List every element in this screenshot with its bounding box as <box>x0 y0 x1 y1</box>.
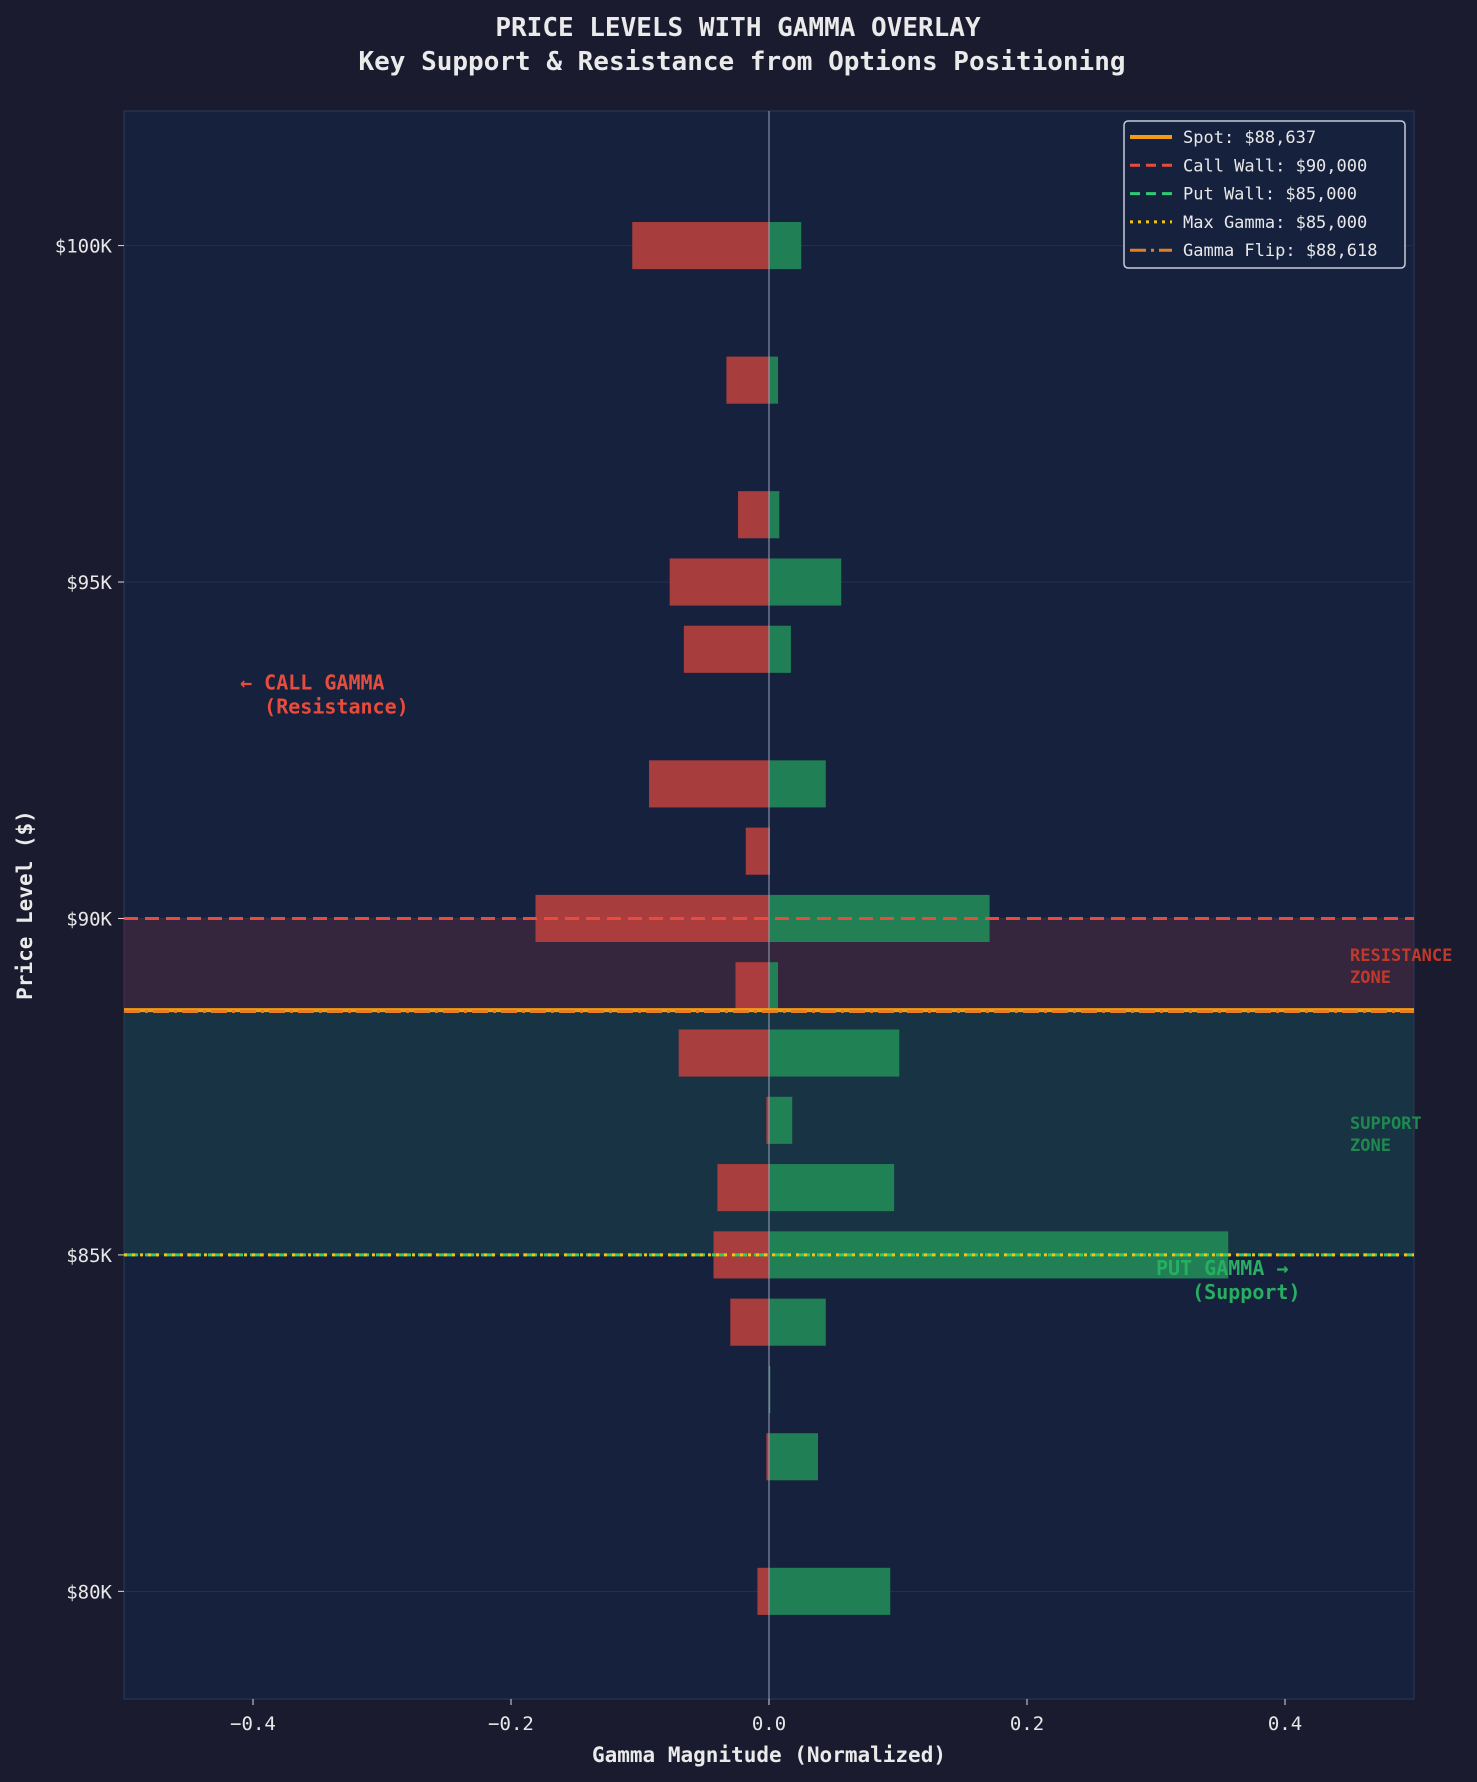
legend-entry: Put Wall: $85,000 <box>1183 185 1357 205</box>
legend-entry: Spot: $88,637 <box>1183 128 1316 148</box>
x-tick-label: −0.4 <box>230 1713 276 1735</box>
put-gamma-bar <box>769 1096 793 1144</box>
annotation: (Resistance) <box>240 695 409 719</box>
put-gamma-bar <box>769 491 780 539</box>
put-gamma-bar <box>769 760 826 808</box>
x-axis-label: Gamma Magnitude (Normalized) <box>592 1743 946 1767</box>
legend-entry: Gamma Flip: $88,618 <box>1183 241 1377 261</box>
put-gamma-bar <box>769 558 842 606</box>
call-gamma-bar <box>717 1164 769 1212</box>
call-gamma-bar <box>745 827 769 875</box>
put-gamma-bar <box>769 222 802 270</box>
x-tick-label: 0.2 <box>1010 1713 1044 1735</box>
zone-label: RESISTANCE <box>1350 946 1452 966</box>
y-tick-label: $90K <box>66 908 112 930</box>
y-tick-label: $100K <box>55 236 113 258</box>
call-gamma-bar <box>738 491 769 539</box>
call-gamma-bar <box>726 356 769 404</box>
put-gamma-bar <box>769 1433 819 1481</box>
call-gamma-bar <box>632 222 769 270</box>
x-tick-label: 0.4 <box>1268 1713 1302 1735</box>
call-gamma-bar <box>730 1298 769 1346</box>
call-gamma-bar <box>678 1029 769 1077</box>
put-gamma-bar <box>769 1164 895 1212</box>
annotation: (Support) <box>1156 1280 1301 1304</box>
annotation: ← CALL GAMMA <box>240 671 385 695</box>
put-gamma-bar <box>769 1365 771 1414</box>
put-gamma-bar <box>769 625 791 673</box>
call-gamma-bar <box>735 962 769 1010</box>
put-gamma-bar <box>769 356 779 404</box>
legend-entry: Max Gamma: $85,000 <box>1183 213 1367 233</box>
y-tick-label: $80K <box>66 1581 112 1603</box>
zone-label: SUPPORT <box>1350 1114 1422 1134</box>
call-gamma-bar <box>757 1567 769 1615</box>
y-tick-label: $85K <box>66 1245 112 1267</box>
put-gamma-bar <box>769 962 779 1010</box>
call-gamma-bar <box>649 760 769 808</box>
chart-subtitle: Key Support & Resistance from Options Po… <box>358 47 1125 77</box>
chart-title: PRICE LEVELS WITH GAMMA OVERLAY <box>495 13 981 43</box>
call-gamma-bar <box>669 558 769 606</box>
put-gamma-bar <box>769 1029 900 1077</box>
y-tick-label: $95K <box>66 572 112 594</box>
zone-label: ZONE <box>1350 1136 1391 1156</box>
x-tick-label: −0.2 <box>488 1713 534 1735</box>
annotation: PUT GAMMA → <box>1156 1256 1288 1280</box>
call-gamma-bar <box>766 1433 769 1481</box>
put-gamma-bar <box>769 1567 891 1615</box>
zone-label: ZONE <box>1350 968 1391 988</box>
call-gamma-bar <box>683 625 769 673</box>
call-gamma-bar <box>766 1096 769 1144</box>
y-axis-label: Price Level ($) <box>13 810 37 1000</box>
put-gamma-bar <box>769 1298 826 1346</box>
legend <box>1123 120 1406 269</box>
x-tick-label: 0.0 <box>752 1713 786 1735</box>
legend-entry: Call Wall: $90,000 <box>1183 156 1367 176</box>
